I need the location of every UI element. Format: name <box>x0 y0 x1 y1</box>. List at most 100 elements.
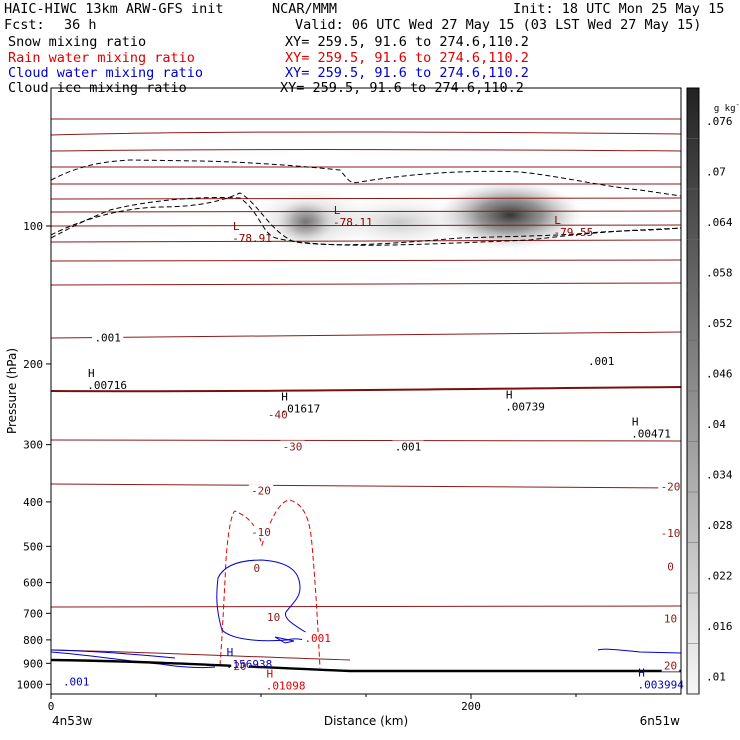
colorbar-label: .04 <box>706 418 726 431</box>
isotherm-label-bg <box>658 527 683 540</box>
isotherm-label: 10 <box>267 611 280 624</box>
contour-label-bg <box>392 440 424 453</box>
field-xy-rain: XY= 259.5, 91.6 to 274.6,110.2 <box>285 50 529 66</box>
y-tick-label: 1000 <box>17 678 44 691</box>
field-xy-snow: XY= 259.5, 91.6 to 274.6,110.2 <box>285 34 529 50</box>
isotherm <box>51 259 681 262</box>
isotherm <box>51 649 351 661</box>
extremum-marker: H <box>638 666 645 679</box>
field-name-rain: Rain water mixing ratio <box>8 50 195 66</box>
isotherm-label: -40 <box>268 409 288 422</box>
extremum-value: .01098 <box>266 679 306 692</box>
extremum-marker: H <box>227 646 234 659</box>
left-endpoint-label: 4n53w <box>52 714 93 728</box>
y-tick-label: 600 <box>23 577 43 590</box>
extremum-value: -78.11 <box>333 216 373 229</box>
field-xy-cloud-water: XY= 259.5, 91.6 to 274.6,110.2 <box>285 65 529 81</box>
colorbar-label: .022 <box>706 569 733 582</box>
isotherm <box>51 439 681 442</box>
isotherm-label-bg <box>251 562 263 575</box>
y-tick-label: 100 <box>23 220 43 233</box>
isotherm-lines <box>51 118 681 661</box>
isotherm-label-bg <box>280 440 305 453</box>
isotherm <box>51 605 681 608</box>
cloud-water-contours <box>51 559 681 669</box>
contour-label-bg <box>60 675 92 688</box>
isotherm <box>51 386 681 393</box>
snow-contours <box>51 159 681 246</box>
plot-frame <box>50 87 682 695</box>
contour-label-bg <box>585 354 617 367</box>
y-axis-title: Pressure (hPa) <box>5 348 19 434</box>
isotherm-label: 10 <box>664 612 677 625</box>
extremum-marker: L <box>554 214 561 227</box>
extremum-value: -78.91 <box>232 232 272 245</box>
contour-label: .001 <box>304 632 331 645</box>
isotherm <box>51 165 681 168</box>
isotherm-label: -10 <box>661 527 681 540</box>
isotherm-label: -30 <box>283 441 303 454</box>
isotherm-label-bg <box>248 484 274 497</box>
forecast-label: Fcst: <box>4 17 45 33</box>
field-name-snow: Snow mixing ratio <box>8 34 147 50</box>
terrain <box>50 658 681 673</box>
isotherm-label-bg <box>661 659 680 672</box>
contour-label: .001 <box>94 331 121 344</box>
contour-label: .001 <box>395 441 422 454</box>
colorbar-label: .058 <box>706 266 733 279</box>
extremum-marker: H <box>281 390 288 403</box>
extremum-value: .156938 <box>226 658 272 671</box>
contour-label: .001 <box>63 675 90 688</box>
y-tick-label: 700 <box>23 607 43 620</box>
contour-label: .001 <box>588 355 615 368</box>
extremum-marker: H <box>506 389 513 402</box>
colorbar-label: .052 <box>706 317 733 330</box>
isotherm <box>51 210 681 213</box>
isotherm-label-bg <box>248 525 274 538</box>
colorbar-label: .07 <box>706 165 726 178</box>
isotherm-label-bg <box>231 660 249 673</box>
colorbar: .076 .07 .064 .058 .052 .046 .04 .034 .028 .022 .0… <box>686 87 733 695</box>
extremum-value: .00716 <box>87 379 127 392</box>
contour-label-bg <box>92 331 124 344</box>
isotherm-label: -20 <box>251 485 271 498</box>
forecast-hour: 36 h <box>64 17 97 33</box>
x-tick-label: 200 <box>461 700 481 713</box>
extremum-marker: L <box>334 204 341 217</box>
isotherm-label: 20 <box>664 660 677 673</box>
isotherm-label: -20 <box>661 480 681 493</box>
isotherm-label: -10 <box>251 526 271 539</box>
extremum-marker: H <box>88 367 95 380</box>
colorbar-label: .028 <box>706 519 733 532</box>
y-tick-label: 300 <box>23 439 43 452</box>
isotherm <box>51 197 681 200</box>
colorbar-label: .016 <box>706 620 733 633</box>
extremum-marker: L <box>233 220 240 233</box>
extremum-marker: H <box>266 667 273 680</box>
colorbar-label: .01 <box>706 670 726 683</box>
extremum-value: .003994 <box>638 678 685 691</box>
x-axis-title: Distance (km) <box>324 714 408 728</box>
x-tick-label: 0 <box>48 700 55 713</box>
isotherm-label: 0 <box>667 560 674 573</box>
y-tick-label: 200 <box>23 358 43 371</box>
right-endpoint-label: 6n51w <box>640 714 681 728</box>
colorbar-label: .046 <box>706 367 733 380</box>
valid-time: Valid: 06 UTC Wed 27 May 15 (03 LST Wed … <box>295 17 702 33</box>
plot-title: HAIC-HIWC 13km ARW-GFS init <box>4 1 224 17</box>
y-tick-label: 500 <box>23 540 43 553</box>
extremum-value: -79.55 <box>554 226 594 239</box>
isotherm-label-bg <box>665 560 676 573</box>
isotherm-label-bg <box>264 610 283 623</box>
extremum-value: .01617 <box>281 402 321 415</box>
isotherm <box>51 149 681 152</box>
isotherm-label: 0 <box>253 562 260 575</box>
extremum-marker: H <box>632 415 639 428</box>
colorbar-unit: g kg-1 <box>713 101 740 114</box>
y-tick-label: 400 <box>23 496 43 509</box>
isotherm <box>51 131 681 136</box>
organization: NCAR/MMM <box>272 1 338 17</box>
isotherm-label-bg <box>661 612 680 625</box>
field-name-cloud-water: Cloud water mixing ratio <box>8 65 204 81</box>
